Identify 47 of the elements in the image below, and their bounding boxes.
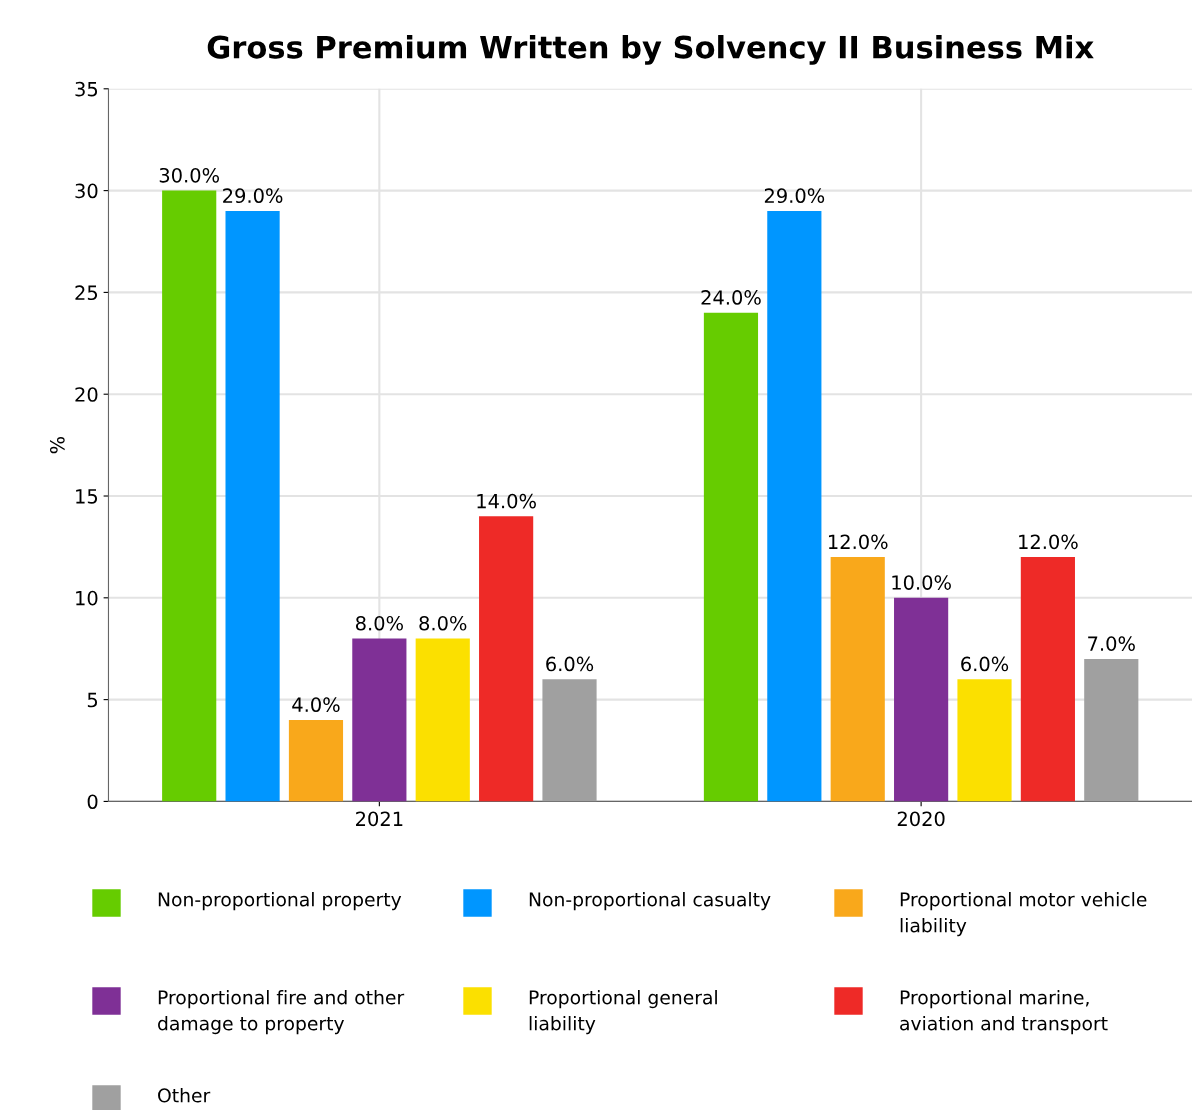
data-label: 10.0% (892, 575, 951, 590)
bar (288, 719, 344, 802)
data-label: 12.0% (828, 534, 888, 550)
bar (1084, 658, 1139, 802)
y-tick-label: 30 (75, 183, 98, 199)
chart-title: Gross Premium Written by Solvency II Business Mix (207, 35, 1094, 65)
y-tick-label: 0 (87, 794, 98, 810)
legend-label: Other (158, 1088, 211, 1103)
y-tick-label: 35 (75, 81, 98, 97)
data-label: 14.0% (477, 493, 536, 509)
x-tick-label: 2021 (356, 811, 403, 827)
bar (479, 516, 534, 802)
legend-label: Non-proportional property (158, 892, 402, 911)
data-label: 24.0% (701, 290, 761, 305)
bar (352, 638, 407, 802)
bar (542, 679, 597, 802)
y-tick-label: 15 (76, 489, 98, 504)
y-tick-label: 25 (75, 285, 98, 301)
data-label: 7.0% (1088, 636, 1135, 651)
data-label: 6.0% (961, 656, 1009, 672)
y-tick-label: 20 (75, 387, 98, 402)
bar (703, 312, 759, 802)
data-label: 8.0% (355, 615, 403, 631)
bar (225, 210, 280, 802)
bar (415, 638, 470, 802)
bar (957, 679, 1012, 802)
data-label: 8.0% (419, 615, 467, 631)
y-tick-label: 5 (87, 692, 98, 708)
data-label: 6.0% (546, 656, 594, 672)
data-label: 12.0% (1019, 534, 1078, 550)
bar (894, 597, 949, 802)
legend-label: Proportional fire and other damage to property (158, 990, 405, 1035)
data-label: 4.0% (292, 697, 340, 713)
y-tick-label: 10 (76, 590, 98, 606)
bar (162, 190, 217, 802)
y-axis-title: % (49, 436, 65, 454)
bar (830, 557, 885, 802)
legend-label: Proportional motor vehicle liability (900, 892, 1147, 937)
legend-label: Proportional general liability (529, 990, 717, 1035)
x-tick-label: 2020 (897, 811, 945, 827)
legend-label: Proportional marine, aviation and transport (900, 990, 1108, 1035)
data-label: 29.0% (764, 188, 825, 204)
data-label: 30.0% (159, 167, 220, 183)
bar (767, 210, 822, 802)
legend-label: Non-proportional casualty (529, 892, 771, 911)
bar (1020, 557, 1075, 802)
data-label: 29.0% (223, 188, 283, 204)
